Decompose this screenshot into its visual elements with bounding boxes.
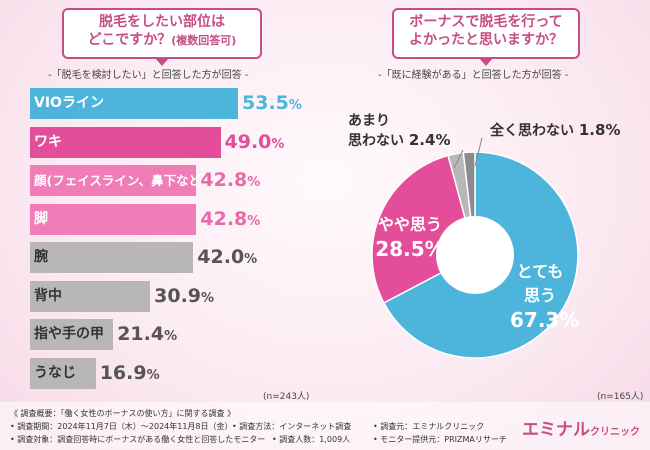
bar-label-6: 指や手の甲 bbox=[34, 326, 104, 342]
pie-label-notmuch-line1: あまり bbox=[348, 113, 390, 129]
bar-value-4: 42.0% bbox=[197, 246, 258, 268]
pie-value-somewhat: 28.5% bbox=[375, 237, 445, 261]
right-title-line2: よかったと思いますか？ bbox=[409, 32, 563, 48]
footer-period: • 調査期間：2024年11月7日（木）～2024年11月8日（金） bbox=[10, 422, 233, 431]
left-subtitle: -「脱毛を検討したい」と回答した方が回答 - bbox=[48, 70, 249, 81]
bar-6 bbox=[30, 319, 114, 350]
donut-hole bbox=[436, 216, 514, 294]
footer-provider: • モニター提供元：PRIZMAリサーチ bbox=[373, 435, 507, 444]
bar-1 bbox=[30, 126, 221, 158]
bar-value-5: 30.9% bbox=[154, 284, 215, 307]
footer-source: • 調査元：エミナルクリニック bbox=[373, 422, 485, 431]
left-title-box: 脱毛をしたい部位は どこですか？(複数回答可) bbox=[62, 8, 262, 66]
leader-line-notatall bbox=[474, 137, 483, 167]
bar-label-4: 腕 bbox=[34, 249, 48, 265]
bar-label-2: 顔(フェイスライン、鼻下など) bbox=[34, 173, 207, 188]
bar-value-3: 42.8% bbox=[200, 207, 261, 230]
logo-main: エミナル bbox=[522, 420, 590, 440]
pie-label-notmuch: あまり 思わない 2.4% bbox=[348, 110, 450, 150]
leader-line-notmuch bbox=[453, 149, 464, 169]
pie-label-notatall-text: 全く思わない bbox=[490, 123, 574, 139]
left-title-line1: 脱毛をしたい部位は bbox=[99, 14, 225, 30]
right-title-line1: ボーナスで脱毛を行って bbox=[409, 14, 563, 30]
bar-4 bbox=[30, 242, 194, 273]
pie-value-very: 67.3% bbox=[510, 308, 580, 332]
pie-label-very-line2: 思う bbox=[523, 286, 556, 305]
footer-target: • 調査対象：調査回答時にボーナスがある働く女性と回答したモニター bbox=[10, 435, 266, 444]
right-subtitle: -「既に経験がある」と回答した方が回答 - bbox=[378, 70, 569, 81]
bar-label-5: 背中 bbox=[34, 287, 62, 304]
pie-label-very-line1: とても bbox=[516, 262, 564, 281]
bar-label-1: ワキ bbox=[34, 133, 62, 150]
pie-label-very: とても 思う 67.3% bbox=[510, 258, 580, 332]
bar-label-7: うなじ bbox=[34, 364, 76, 381]
right-n-label: (n=165人) bbox=[597, 392, 644, 402]
bar-value-0: 53.5% bbox=[242, 92, 302, 114]
bar-value-2: 42.8% bbox=[200, 169, 261, 191]
pie-label-somewhat: やや思う 28.5% bbox=[370, 211, 450, 261]
bar-value-7: 16.9% bbox=[99, 361, 160, 384]
bar-label-0: VIOライン bbox=[34, 95, 104, 111]
bar-7 bbox=[30, 357, 96, 389]
footer-method: • 調査方法：インターネット調査 bbox=[232, 422, 352, 431]
bar-2 bbox=[30, 165, 197, 196]
logo-sub: クリニック bbox=[590, 427, 640, 438]
bar-value-6: 21.4% bbox=[117, 323, 178, 345]
left-title-line2: どこですか？ bbox=[87, 32, 172, 48]
pie-label-notatall: 全く思わない 1.8% bbox=[490, 120, 620, 140]
pie-value-notatall: 1.8% bbox=[578, 121, 621, 139]
left-title-note: (複数回答可) bbox=[171, 34, 237, 47]
footer-background bbox=[0, 402, 650, 450]
bar-label-3: 脚 bbox=[34, 210, 48, 227]
right-title-box: ボーナスで脱毛を行って よかったと思いますか？ bbox=[392, 8, 580, 66]
bar-5 bbox=[30, 280, 151, 312]
brand-logo: エミナルクリニック bbox=[522, 415, 640, 440]
pie-value-notmuch: 2.4% bbox=[408, 131, 451, 149]
pie-label-somewhat-text: やや思う bbox=[377, 215, 442, 234]
footer-count: • 調査人数：1,009人 bbox=[272, 435, 351, 444]
pie-label-notmuch-line2: 思わない bbox=[348, 133, 404, 149]
footer-line1: 《 調査概要：「働く女性のボーナスの使い方」に関する調査 》 bbox=[10, 409, 236, 418]
left-n-label: (n=243人) bbox=[263, 392, 310, 402]
bar-0 bbox=[30, 88, 238, 119]
bar-3 bbox=[30, 203, 197, 235]
bar-value-1: 49.0% bbox=[224, 130, 285, 153]
